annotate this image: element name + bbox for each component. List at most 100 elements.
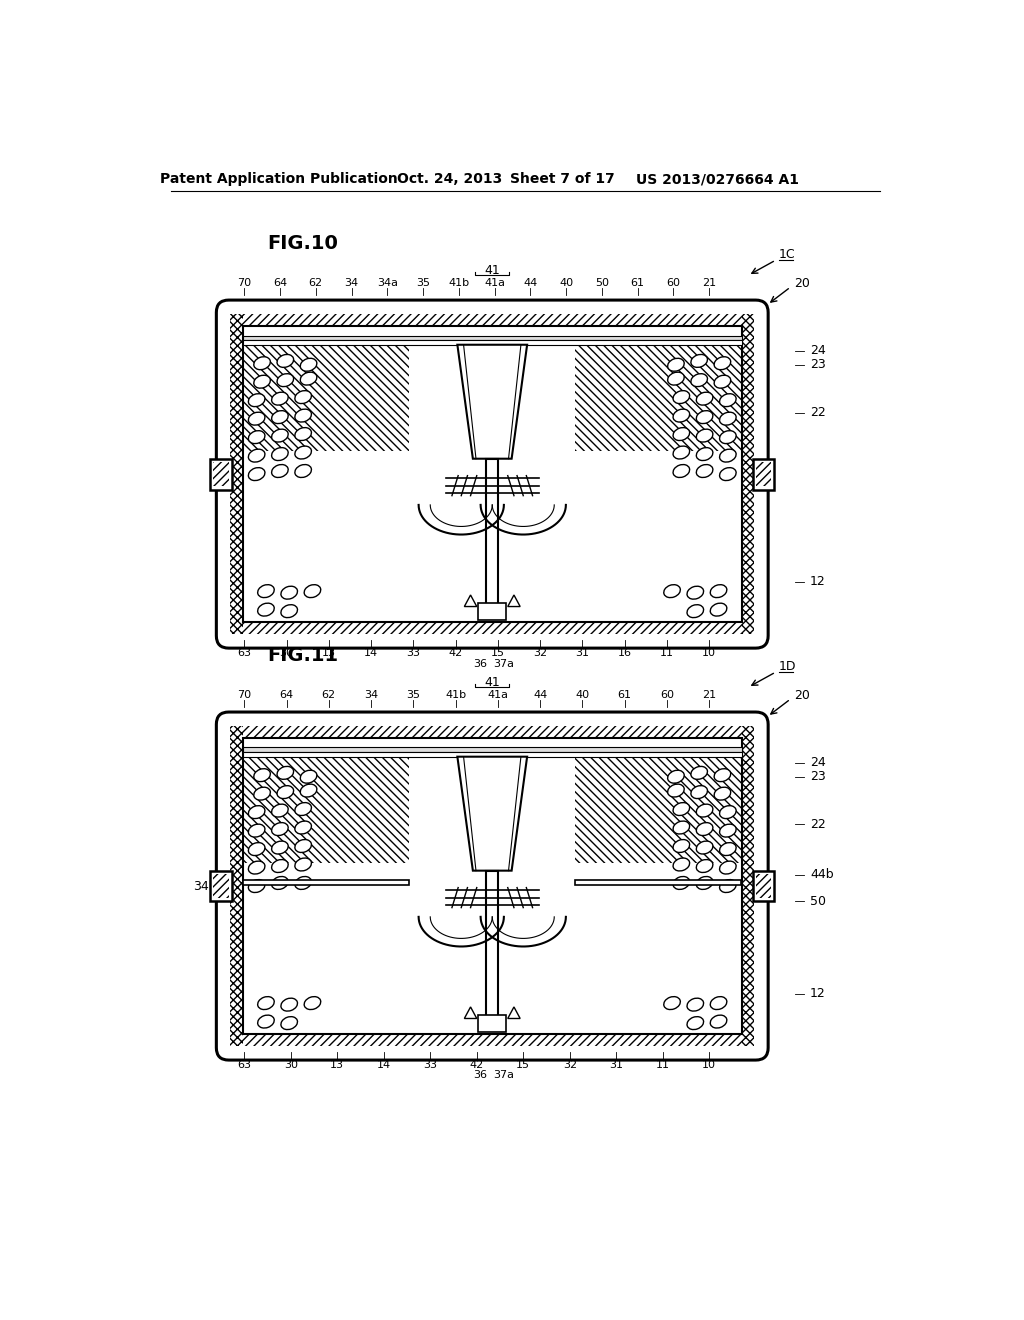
Bar — [756, 874, 771, 899]
Text: 41a: 41a — [487, 690, 508, 700]
Ellipse shape — [271, 876, 288, 890]
Ellipse shape — [673, 803, 689, 816]
Ellipse shape — [249, 430, 265, 444]
Text: 12: 12 — [810, 576, 825, 589]
Bar — [478, 603, 506, 620]
Ellipse shape — [673, 821, 689, 834]
Ellipse shape — [278, 374, 294, 387]
Text: 36: 36 — [474, 659, 487, 668]
Bar — [243, 341, 741, 345]
Ellipse shape — [696, 859, 713, 873]
Ellipse shape — [668, 784, 684, 797]
Ellipse shape — [691, 374, 708, 387]
Text: 63: 63 — [238, 1060, 251, 1069]
Ellipse shape — [254, 768, 270, 781]
Text: 41: 41 — [484, 676, 500, 689]
FancyBboxPatch shape — [216, 711, 768, 1060]
Polygon shape — [464, 595, 477, 607]
Ellipse shape — [696, 804, 713, 817]
Text: 70: 70 — [238, 279, 251, 288]
Ellipse shape — [295, 876, 311, 890]
Text: 42: 42 — [449, 648, 463, 657]
Text: 24: 24 — [810, 345, 825, 358]
Text: 40: 40 — [575, 690, 590, 700]
Text: 23: 23 — [810, 770, 825, 783]
Ellipse shape — [673, 876, 689, 890]
Ellipse shape — [271, 392, 288, 405]
Polygon shape — [458, 756, 527, 871]
Bar — [478, 1015, 506, 1032]
Ellipse shape — [711, 603, 727, 616]
Ellipse shape — [281, 1016, 298, 1030]
Ellipse shape — [300, 358, 316, 371]
Text: 50: 50 — [810, 895, 826, 908]
Text: 11: 11 — [660, 648, 674, 657]
Ellipse shape — [258, 585, 274, 598]
Ellipse shape — [295, 428, 311, 441]
Ellipse shape — [668, 358, 684, 371]
Text: US 2013/0276664 A1: US 2013/0276664 A1 — [636, 172, 799, 186]
Ellipse shape — [258, 1015, 274, 1028]
Text: 15: 15 — [516, 1060, 530, 1069]
Text: 34a: 34a — [377, 279, 398, 288]
Text: 13: 13 — [331, 1060, 344, 1069]
Ellipse shape — [258, 603, 274, 616]
Text: 10: 10 — [702, 1060, 716, 1069]
Text: 61: 61 — [617, 690, 632, 700]
Text: 31: 31 — [609, 1060, 624, 1069]
Bar — [243, 752, 741, 756]
Ellipse shape — [720, 449, 736, 462]
Text: 22: 22 — [810, 407, 825, 418]
Text: 64: 64 — [273, 279, 287, 288]
Ellipse shape — [673, 428, 689, 441]
Text: FIG.10: FIG.10 — [267, 234, 338, 252]
Ellipse shape — [711, 585, 727, 598]
Ellipse shape — [696, 822, 713, 836]
Text: 36: 36 — [474, 1071, 487, 1081]
Ellipse shape — [304, 585, 321, 598]
Ellipse shape — [673, 858, 689, 871]
Text: 35: 35 — [407, 690, 420, 700]
Text: 10: 10 — [702, 648, 716, 657]
Text: 41a: 41a — [484, 279, 505, 288]
Ellipse shape — [249, 449, 265, 462]
Text: 35: 35 — [416, 279, 430, 288]
Bar — [210, 459, 231, 490]
Ellipse shape — [295, 821, 311, 834]
Ellipse shape — [254, 787, 270, 800]
Ellipse shape — [720, 879, 736, 892]
Ellipse shape — [249, 805, 265, 818]
Text: 40: 40 — [559, 279, 573, 288]
Text: 44: 44 — [523, 279, 538, 288]
Bar — [243, 620, 741, 635]
Text: 14: 14 — [377, 1060, 391, 1069]
Ellipse shape — [254, 375, 270, 388]
Ellipse shape — [281, 998, 298, 1011]
Text: 15: 15 — [490, 648, 505, 657]
Bar — [243, 738, 741, 1034]
Ellipse shape — [295, 803, 311, 816]
Ellipse shape — [249, 393, 265, 407]
Ellipse shape — [258, 997, 274, 1010]
Text: 62: 62 — [322, 690, 336, 700]
Ellipse shape — [295, 465, 311, 478]
Ellipse shape — [300, 372, 316, 385]
Bar — [753, 871, 774, 902]
Text: 34: 34 — [344, 279, 358, 288]
Ellipse shape — [664, 997, 680, 1010]
Text: 34: 34 — [364, 690, 378, 700]
Text: 33: 33 — [423, 1060, 437, 1069]
Text: 62: 62 — [308, 279, 323, 288]
Ellipse shape — [281, 605, 298, 618]
Ellipse shape — [687, 998, 703, 1011]
Text: Patent Application Publication: Patent Application Publication — [160, 172, 398, 186]
Text: 14: 14 — [364, 648, 378, 657]
Ellipse shape — [720, 805, 736, 818]
Ellipse shape — [673, 391, 689, 404]
Ellipse shape — [691, 355, 708, 367]
Ellipse shape — [696, 465, 713, 478]
Ellipse shape — [687, 1016, 703, 1030]
Text: 32: 32 — [562, 1060, 577, 1069]
Polygon shape — [458, 345, 527, 459]
Ellipse shape — [278, 355, 294, 367]
